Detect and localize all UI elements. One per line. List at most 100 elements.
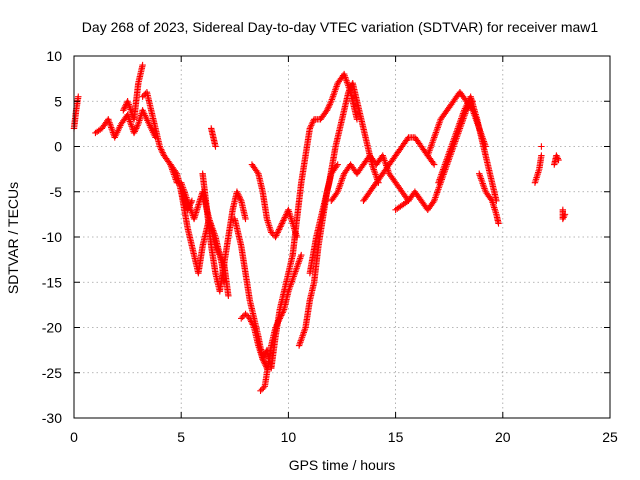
data-point bbox=[325, 102, 333, 109]
data-point bbox=[561, 212, 568, 220]
data-point bbox=[553, 152, 560, 159]
data-point bbox=[308, 122, 315, 129]
x-tick-label: 25 bbox=[602, 429, 618, 445]
data-point bbox=[249, 321, 256, 328]
data-point bbox=[234, 190, 241, 197]
data-point bbox=[246, 315, 254, 322]
data-point bbox=[306, 125, 314, 132]
data-point bbox=[276, 224, 284, 232]
data-point bbox=[242, 310, 249, 318]
data-point bbox=[233, 188, 241, 195]
data-point bbox=[131, 128, 138, 135]
data-point bbox=[279, 309, 286, 316]
data-point bbox=[237, 196, 244, 203]
data-point bbox=[278, 221, 285, 229]
data-point bbox=[130, 129, 138, 137]
data-point bbox=[75, 93, 82, 100]
data-point bbox=[274, 319, 281, 327]
data-point bbox=[157, 146, 165, 153]
data-point bbox=[323, 107, 331, 114]
data-point bbox=[278, 220, 286, 227]
data-point bbox=[325, 104, 332, 111]
data-point bbox=[309, 119, 316, 126]
data-point bbox=[560, 214, 567, 221]
x-axis-label: GPS time / hours bbox=[289, 457, 396, 473]
data-point bbox=[254, 168, 261, 176]
data-point bbox=[247, 316, 254, 324]
data-point bbox=[120, 107, 127, 114]
data-point bbox=[277, 313, 284, 321]
data-point bbox=[495, 220, 502, 227]
data-point bbox=[345, 89, 352, 96]
data-point bbox=[273, 322, 280, 330]
data-point bbox=[260, 354, 267, 361]
data-point bbox=[236, 194, 244, 201]
data-point bbox=[275, 227, 282, 235]
x-tick-label: 15 bbox=[388, 429, 404, 445]
data-point bbox=[242, 215, 249, 223]
x-tick-label: 20 bbox=[495, 429, 511, 445]
data-point bbox=[308, 120, 316, 128]
data-point bbox=[538, 152, 545, 159]
data-point bbox=[235, 193, 243, 200]
data-point bbox=[250, 322, 257, 330]
data-point bbox=[280, 215, 288, 223]
data-point bbox=[324, 105, 331, 112]
data-point bbox=[212, 143, 219, 150]
data-point bbox=[430, 161, 438, 168]
axis-ticks bbox=[73, 55, 611, 419]
data-point bbox=[248, 319, 256, 327]
data-point bbox=[307, 123, 314, 131]
data-point bbox=[276, 315, 284, 322]
data-point bbox=[158, 147, 166, 155]
data-point bbox=[279, 218, 286, 226]
data-point bbox=[260, 358, 268, 366]
data-point bbox=[554, 155, 562, 162]
data-point bbox=[259, 355, 266, 363]
x-tick-labels: 0 5 10 15 20 25 bbox=[70, 429, 618, 445]
x-tick-label: 10 bbox=[281, 429, 297, 445]
data-point bbox=[159, 149, 166, 156]
y-axis-label: SDTVAR / TECUs bbox=[5, 182, 21, 294]
data-point bbox=[238, 315, 245, 322]
data-point bbox=[157, 144, 164, 152]
y-tick-label: -20 bbox=[42, 320, 62, 336]
data-point bbox=[298, 251, 305, 259]
y-tick-label: -30 bbox=[42, 410, 62, 426]
data-point bbox=[272, 324, 279, 331]
data-point bbox=[538, 143, 545, 150]
x-tick-label: 0 bbox=[70, 429, 78, 445]
data-point bbox=[282, 212, 289, 220]
y-tick-label: -25 bbox=[42, 365, 62, 381]
chart-title: Day 268 of 2023, Sidereal Day-to-day VTE… bbox=[82, 19, 599, 35]
data-point bbox=[132, 126, 139, 134]
data-point bbox=[273, 230, 281, 238]
data-point bbox=[561, 211, 569, 218]
data-points bbox=[70, 61, 569, 395]
data-point bbox=[156, 143, 163, 150]
data-point bbox=[133, 123, 141, 131]
data-point bbox=[326, 101, 334, 108]
y-tick-labels: -30 -25 -20 -15 -10 -5 0 5 10 bbox=[42, 48, 62, 426]
data-point bbox=[134, 122, 141, 129]
data-point bbox=[139, 93, 146, 100]
data-point bbox=[277, 223, 284, 230]
y-tick-label: -10 bbox=[42, 229, 62, 245]
data-point bbox=[275, 226, 283, 233]
y-tick-label: 10 bbox=[46, 48, 62, 64]
data-point bbox=[553, 153, 561, 161]
data-point bbox=[248, 318, 255, 325]
data-point bbox=[429, 159, 437, 167]
data-point bbox=[327, 99, 334, 106]
data-point bbox=[273, 232, 280, 239]
data-point bbox=[235, 191, 242, 198]
data-point bbox=[268, 229, 275, 236]
y-tick-label: 0 bbox=[54, 139, 62, 155]
data-point bbox=[272, 233, 279, 241]
y-tick-label: -5 bbox=[50, 184, 63, 200]
y-tick-label: 5 bbox=[54, 93, 62, 109]
data-point bbox=[225, 292, 232, 300]
data-point bbox=[278, 312, 285, 319]
data-point bbox=[333, 162, 340, 170]
